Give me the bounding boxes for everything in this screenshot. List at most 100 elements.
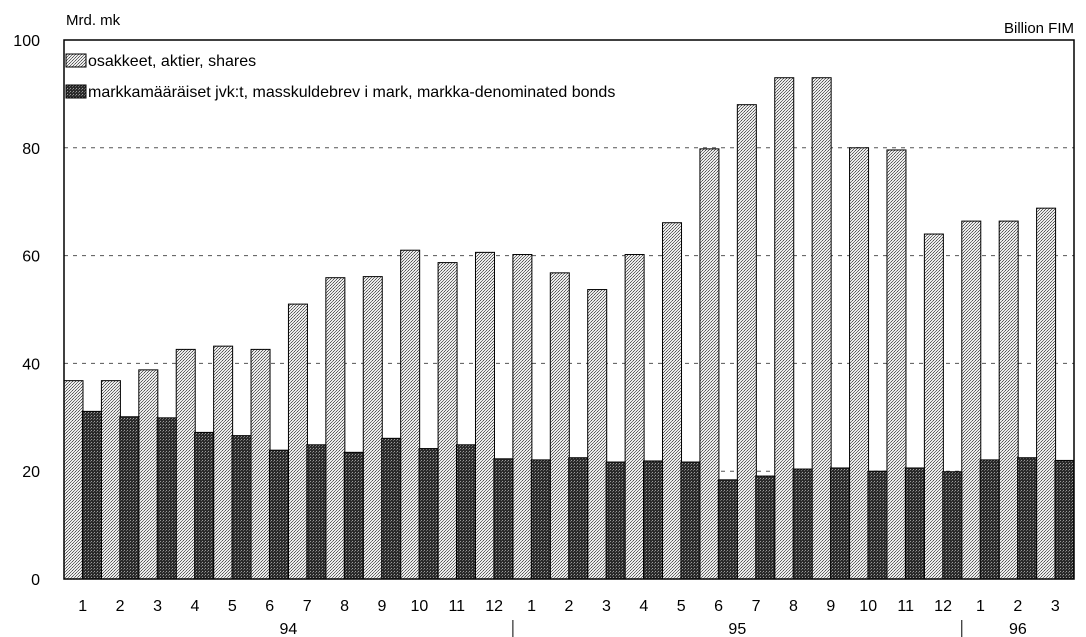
year-label: 94 [280,621,298,637]
bar-bonds [904,467,925,580]
bar-bonds [455,444,476,580]
bar-shares [736,104,757,580]
y-tick-label: 20 [22,464,40,481]
x-tick-label: 12 [485,598,503,615]
bar-shares [961,220,982,580]
bar-bonds [156,417,177,580]
bar-shares [549,272,570,580]
bar-shares [811,77,832,580]
bar-shares [250,348,271,580]
x-tick-label: 7 [303,598,312,615]
bar-bonds [530,459,551,580]
bar-shares [774,77,795,580]
bar-shares [100,380,121,580]
x-tick-label: 5 [677,598,686,615]
bar-bonds [231,435,252,580]
bar-bonds [867,470,888,580]
bar-shares [662,222,683,580]
bar-shares [886,149,907,580]
bar-shares [213,345,234,580]
bar-bonds [306,444,327,580]
bar-shares [923,233,944,580]
bar-shares [512,254,533,580]
legend-label-shares: osakkeet, aktier, shares [88,53,256,70]
x-tick-label: 4 [639,598,648,615]
x-tick-label: 2 [1013,598,1022,615]
x-tick-label: 1 [78,598,87,615]
left-unit-label: Mrd. mk [66,12,121,29]
x-tick-label: 1 [527,598,536,615]
x-tick-label: 3 [602,598,611,615]
bar-shares [1036,207,1057,580]
x-tick-label: 6 [714,598,723,615]
bar-bonds [493,458,514,580]
x-tick-label: 9 [378,598,387,615]
bar-bonds [194,431,215,580]
bar-bonds [830,467,851,580]
bar-bonds [568,457,589,580]
bar-shares [624,254,645,580]
right-unit-label: Billion FIM [1004,20,1074,37]
x-tick-label: 3 [153,598,162,615]
bar-bonds [1054,459,1075,580]
bar-shares [362,276,383,580]
bar-shares [587,289,608,580]
bar-bonds [418,448,439,580]
x-tick-label: 11 [897,598,914,615]
legend-swatch-bonds [65,84,87,99]
bar-bonds [381,437,402,580]
legend-label-bonds: markkamääräiset jvk:t, masskuldebrev i m… [88,84,615,101]
bar-shares [63,380,84,580]
bar-bonds [717,479,738,580]
x-tick-label: 2 [565,598,574,615]
bar-bonds [605,461,626,580]
bar-shares [474,251,495,580]
y-tick-label: 60 [22,249,40,266]
bar-shares [287,303,308,580]
bar-bonds [680,461,701,580]
x-tick-label: 8 [340,598,349,615]
bar-shares [699,148,720,580]
y-tick-label: 100 [13,33,40,50]
bar-bonds [81,410,102,580]
x-tick-label: 7 [752,598,761,615]
y-tick-label: 80 [22,141,40,158]
x-tick-label: 8 [789,598,798,615]
x-tick-label: 3 [1051,598,1060,615]
x-axis: 1 2 3 4 5 6 7 8 9 10 11 12 1 2 3 4 5 6 7 8 9 10 11 12 1 2 3 [78,598,1060,615]
bar-bonds [1017,457,1038,580]
bar-bonds [755,475,776,580]
bar-bonds [268,449,289,580]
x-tick-label: 10 [410,598,428,615]
x-tick-label: 2 [116,598,125,615]
bar-bonds [343,451,364,580]
bar-shares [849,147,870,580]
y-tick-label: 0 [31,572,40,589]
bar-bonds [792,468,813,580]
x-tick-label: 6 [265,598,274,615]
bar-shares [325,277,346,580]
bar-shares [998,220,1019,580]
bar-shares [400,249,421,580]
y-axis: 0 20 40 60 80 100 [13,33,40,589]
x-tick-label: 1 [976,598,985,615]
bar-shares [175,348,196,580]
x-tick-label: 10 [859,598,877,615]
legend: osakkeet, aktier, shares markkamääräiset… [65,53,615,101]
y-tick-label: 40 [22,356,40,373]
bar-shares [138,369,159,580]
x-tick-label: 9 [826,598,835,615]
x-tick-label: 5 [228,598,237,615]
plot-frame [63,39,1075,580]
bar-shares [437,262,458,580]
year-label: 96 [1009,621,1027,637]
x-tick-label: 12 [934,598,952,615]
bar-bonds [979,459,1000,580]
x-tick-label: 11 [448,598,465,615]
year-label: 95 [728,621,746,637]
legend-swatch-shares [65,53,87,68]
year-axis: 94 95 96 [280,620,1027,637]
bars [63,77,1075,580]
bar-bonds [643,460,664,580]
bar-bonds [119,416,140,580]
